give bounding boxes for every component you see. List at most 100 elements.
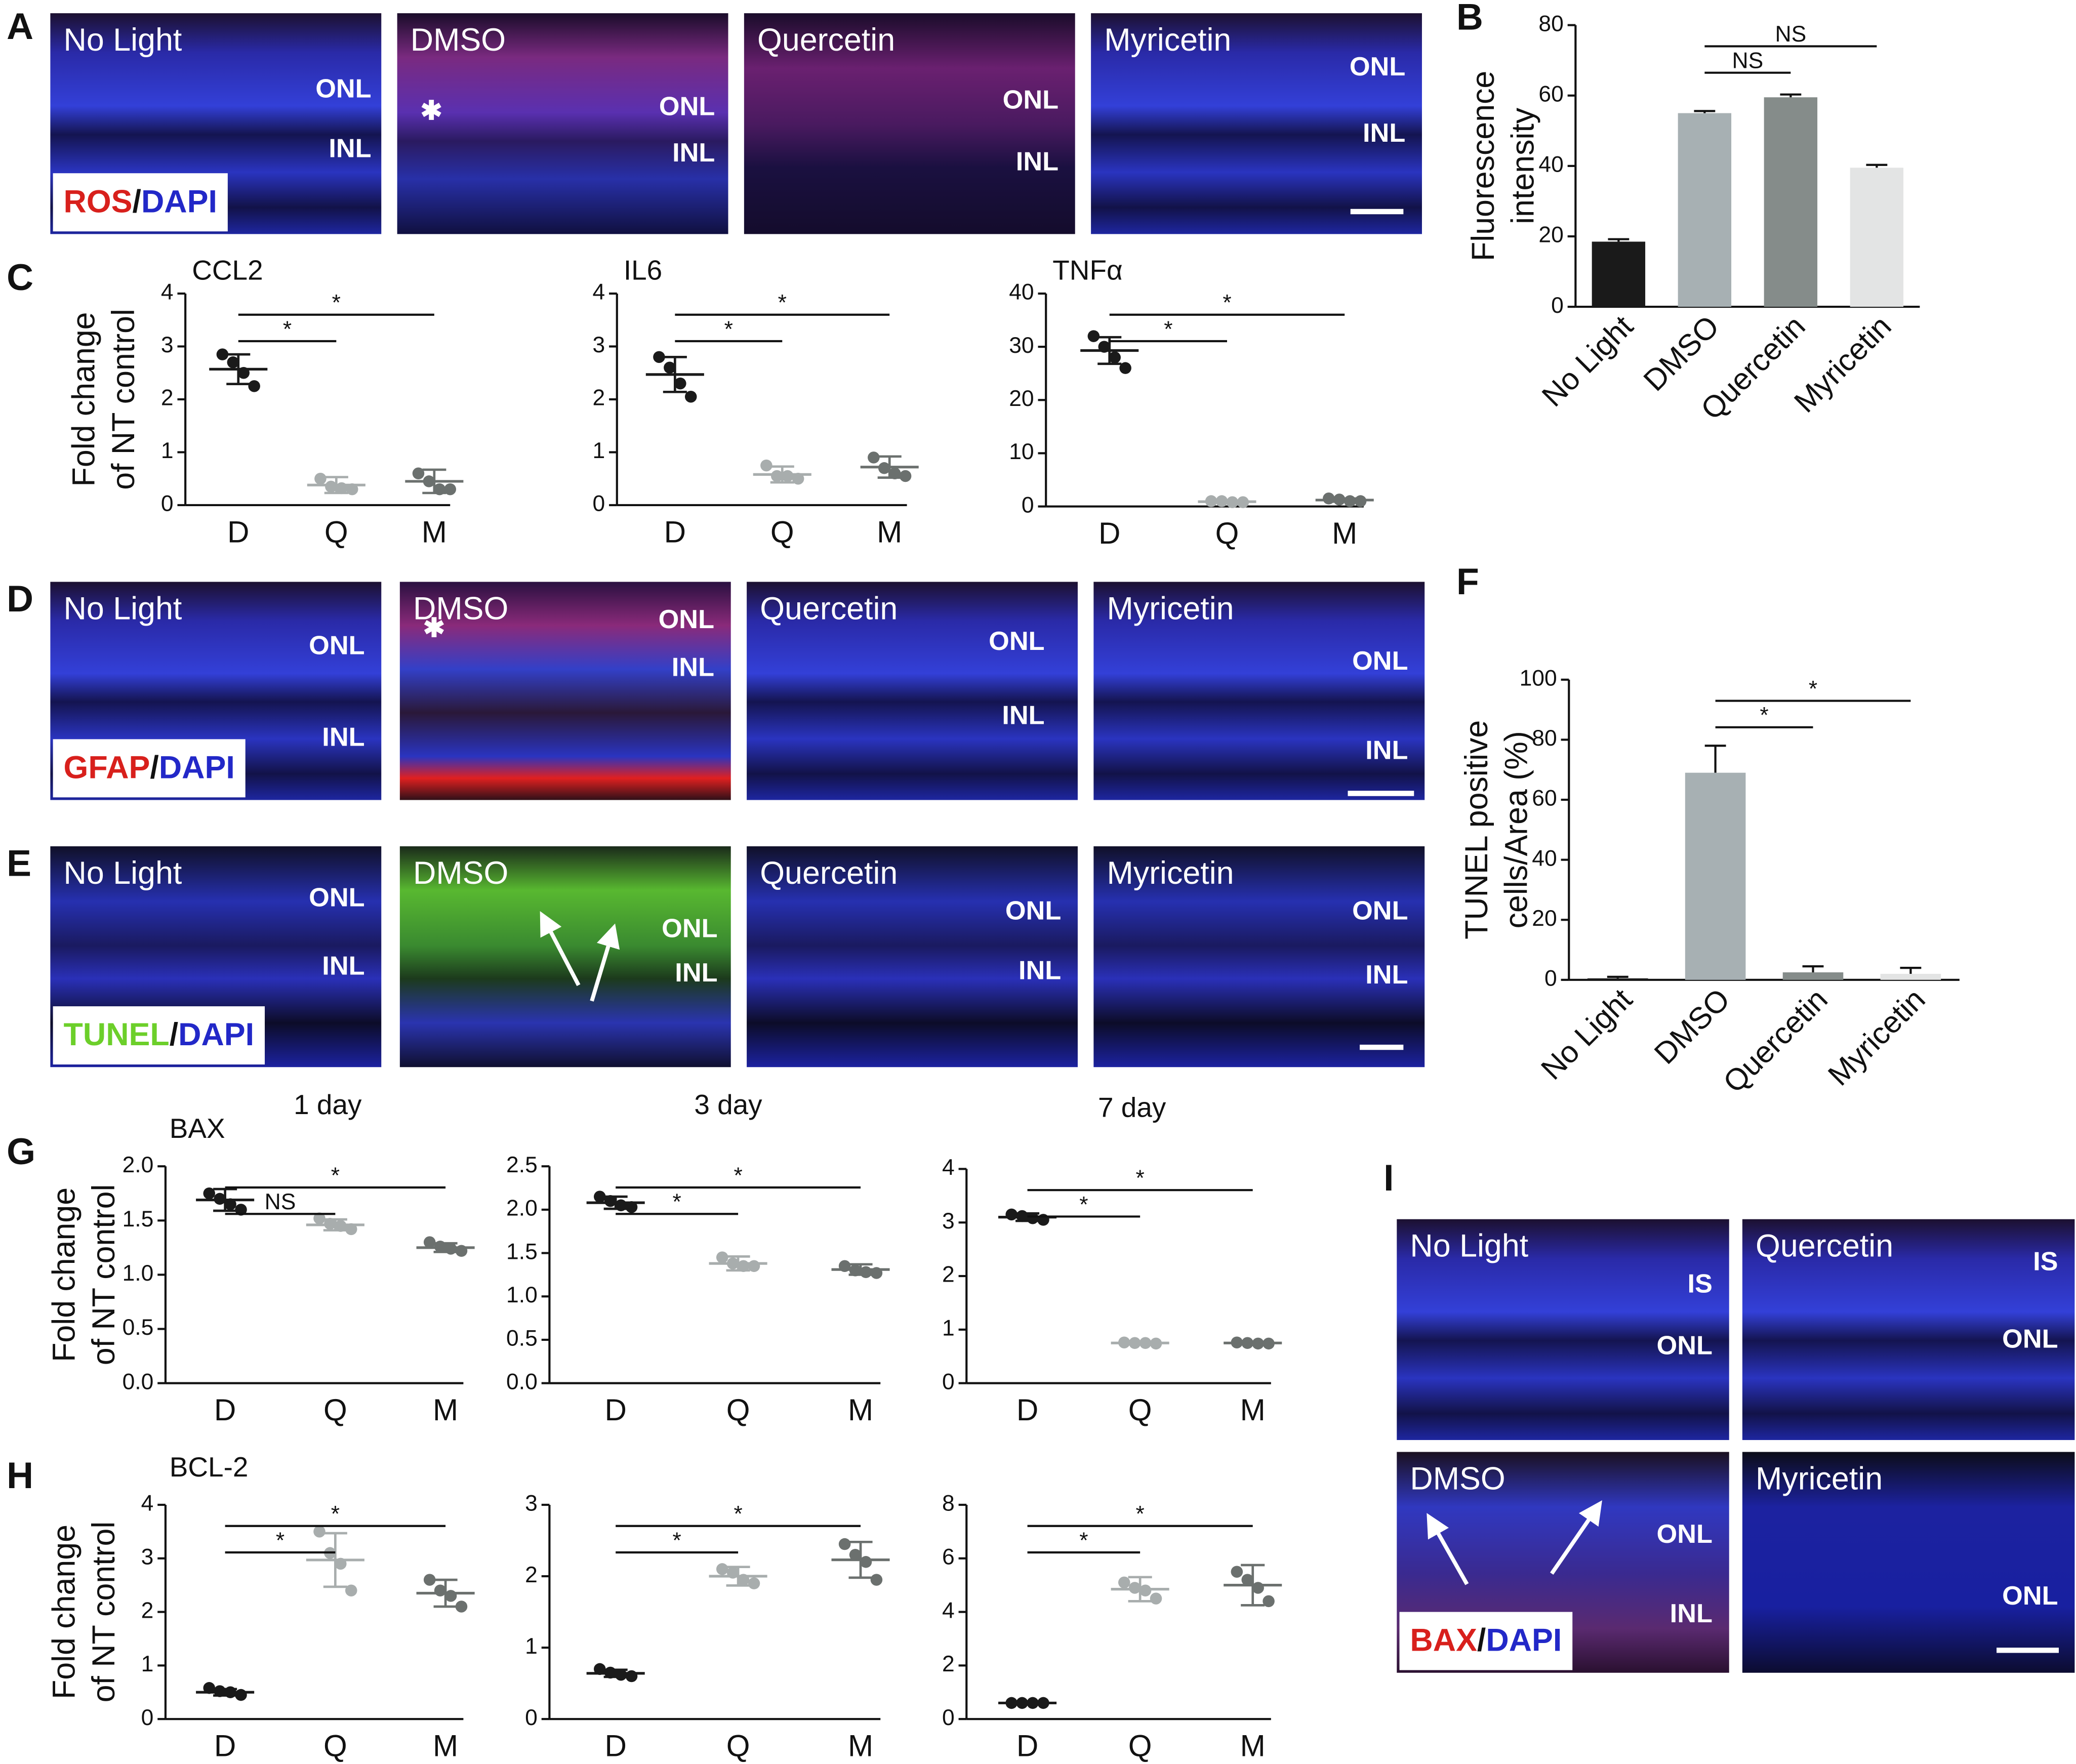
micrograph <box>1091 13 1422 234</box>
data-point <box>748 1260 760 1273</box>
data-point <box>870 1574 883 1586</box>
data-point <box>423 475 435 487</box>
micrograph <box>397 13 728 234</box>
panel-title: Quercetin <box>757 22 895 58</box>
y-tick-label: 4 <box>141 1491 154 1516</box>
significance-label: NS <box>265 1189 296 1214</box>
y-tick-label: 1.0 <box>123 1261 154 1286</box>
x-tick-label: Myricetin <box>1821 982 1932 1092</box>
data-point <box>1118 1336 1130 1348</box>
data-point <box>423 1574 436 1586</box>
y-tick-label: 0.5 <box>123 1315 154 1340</box>
x-tick-label: M <box>422 515 447 549</box>
layer-label: ✱ <box>423 613 445 643</box>
data-point <box>1037 1697 1049 1709</box>
legend: ROS/DAPI <box>64 184 217 219</box>
significance-label: * <box>1223 291 1231 315</box>
x-tick-label: D <box>664 515 686 549</box>
y-tick-label: 0 <box>1551 293 1564 318</box>
y-axis-label: of NT control <box>86 1184 121 1366</box>
data-point <box>653 351 665 363</box>
legend-part: DAPI <box>159 750 235 785</box>
arrow <box>1550 1500 1602 1575</box>
data-point <box>237 366 250 379</box>
panel-title: Quercetin <box>760 855 898 891</box>
panel-title: Myricetin <box>1107 591 1234 627</box>
data-point <box>716 1251 728 1263</box>
layer-label: INL <box>1002 701 1044 730</box>
x-tick-label: No Light <box>1535 309 1640 413</box>
legend-box <box>1399 1612 1573 1670</box>
data-point <box>444 483 457 496</box>
data-point <box>444 1243 457 1255</box>
significance-label: * <box>1760 703 1768 728</box>
layer-label: ONL <box>662 914 717 943</box>
data-point <box>235 1204 247 1216</box>
y-axis-label: Fold change <box>66 312 102 486</box>
layer-label: INL <box>672 653 714 682</box>
y-tick-label: 80 <box>1538 11 1563 36</box>
data-point <box>455 1245 468 1257</box>
micrograph <box>1093 582 1425 800</box>
significance-label: * <box>331 1163 340 1188</box>
micrograph <box>1093 846 1425 1068</box>
layer-label: INL <box>1365 960 1408 990</box>
significance-label: * <box>1079 1192 1088 1217</box>
y-tick-label: 100 <box>1520 666 1557 691</box>
bar <box>1764 97 1818 307</box>
panel-letter: H <box>7 1455 33 1496</box>
panel-letter: I <box>1383 1157 1394 1199</box>
y-tick-label: 2 <box>161 386 174 411</box>
data-point <box>1016 1210 1028 1222</box>
bar <box>1685 772 1746 980</box>
data-point <box>726 1567 739 1579</box>
panel-title: Myricetin <box>1107 855 1234 891</box>
panel-title: DMSO <box>413 855 508 891</box>
significance-label: * <box>1164 317 1172 342</box>
x-tick-label: Q <box>323 1393 347 1427</box>
y-tick-label: 4 <box>161 280 174 305</box>
data-point <box>664 361 676 374</box>
data-point <box>888 467 901 480</box>
layer-label: ONL <box>1350 52 1405 81</box>
layer-label: ONL <box>1657 1331 1713 1361</box>
y-tick-label: 2 <box>942 1652 955 1676</box>
data-point <box>1241 1574 1254 1586</box>
data-point <box>345 1584 357 1597</box>
y-axis-label: cells/Area (%) <box>1498 731 1534 928</box>
data-point <box>716 1563 728 1575</box>
layer-label: ✱ <box>420 96 442 126</box>
y-tick-label: 1.5 <box>123 1207 154 1232</box>
data-point <box>216 348 229 360</box>
y-tick-label: 2.0 <box>506 1196 538 1221</box>
layer-label: INL <box>1363 118 1405 148</box>
y-tick-label: 1 <box>525 1634 538 1659</box>
y-tick-label: 40 <box>1009 280 1034 305</box>
y-tick-label: 4 <box>942 1155 955 1180</box>
y-tick-label: 0 <box>525 1705 538 1730</box>
data-point <box>792 472 804 485</box>
y-tick-label: 1 <box>141 1652 154 1676</box>
legend-box <box>53 739 246 798</box>
y-tick-label: 3 <box>593 333 605 357</box>
data-point <box>325 480 337 493</box>
x-tick-label: Quercetin <box>1717 982 1834 1099</box>
y-tick-label: 1.5 <box>506 1239 538 1264</box>
x-tick-label: Q <box>1128 1393 1152 1427</box>
data-point <box>625 1670 638 1683</box>
data-point <box>314 472 327 485</box>
data-point <box>412 467 425 480</box>
data-point <box>1344 495 1356 507</box>
data-point <box>1252 1582 1264 1594</box>
data-point <box>868 452 880 464</box>
significance-label: * <box>734 1502 742 1527</box>
panel-title: DMSO <box>413 591 508 627</box>
y-tick-label: 60 <box>1532 786 1557 811</box>
layer-label: INL <box>1670 1599 1713 1628</box>
data-point <box>1087 330 1100 342</box>
x-tick-label: D <box>604 1729 626 1763</box>
x-tick-label: No Light <box>1534 982 1639 1086</box>
y-axis-label: Fluorescence <box>1466 71 1501 261</box>
data-point <box>737 1260 750 1273</box>
data-point <box>313 1212 325 1224</box>
